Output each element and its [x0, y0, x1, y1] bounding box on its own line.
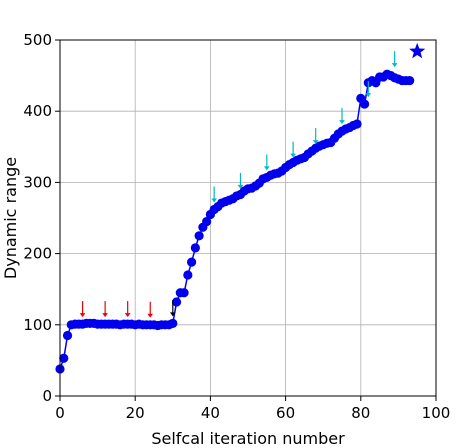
star-marker: [409, 42, 426, 59]
x-tick-label: 20: [126, 404, 145, 422]
arrow-head: [79, 313, 86, 318]
data-point: [179, 288, 189, 298]
annotation-arrow: [102, 301, 108, 318]
annotation-arrow: [290, 141, 296, 158]
data-point: [202, 216, 212, 227]
annotation-arrow: [391, 51, 398, 68]
arrow-head: [237, 184, 244, 189]
plot-area-border: [59, 39, 437, 397]
x-tick-label: 60: [276, 404, 295, 422]
arrow-head: [124, 313, 131, 318]
y-axis-label: Dynamic range: [1, 157, 20, 279]
data-point: [187, 257, 197, 267]
annotation-arrow: [79, 301, 86, 318]
data-point: [405, 75, 415, 86]
annotation-arrow: [339, 108, 345, 125]
y-tick-label: 300: [23, 173, 52, 191]
annotation-arrow: [237, 172, 244, 189]
arrow-head: [147, 313, 154, 318]
arrow-head: [365, 93, 372, 98]
grid: [59, 39, 437, 397]
y-tick-label: 400: [23, 102, 52, 120]
arrow-head: [339, 120, 345, 125]
arrow-head: [312, 140, 319, 145]
x-tick-label: 40: [201, 404, 220, 422]
arrow-head: [102, 313, 108, 318]
data-series: [55, 42, 426, 374]
annotation-arrow: [264, 154, 270, 171]
data-point: [171, 297, 182, 307]
x-tick-label: 0: [55, 404, 65, 422]
plot-frame: [59, 39, 437, 397]
arrow-head: [264, 166, 270, 171]
data-point: [352, 119, 362, 129]
annotation-arrow: [312, 128, 319, 145]
arrow-head: [391, 63, 398, 68]
x-tick-label: 80: [351, 404, 370, 422]
data-point: [59, 353, 69, 363]
data-point: [194, 231, 204, 241]
y-tick-label: 0: [42, 387, 52, 405]
arrow-head: [170, 312, 176, 317]
data-point: [190, 243, 200, 253]
annotation-arrow: [211, 186, 217, 203]
x-axis-label: Selfcal iteration number: [151, 429, 345, 448]
annotation-arrow: [170, 300, 176, 317]
arrow-head: [290, 153, 296, 158]
data-point: [359, 99, 370, 109]
annotation-arrow: [124, 301, 131, 318]
ticks: 0 20 40 60 80 100 0 100 200 300 400 500: [23, 31, 450, 422]
data-point: [62, 330, 73, 341]
annotation-arrow: [147, 301, 154, 318]
data-point: [168, 318, 178, 328]
data-point: [183, 270, 193, 280]
y-tick-label: 200: [23, 245, 52, 263]
y-tick-label: 100: [23, 316, 52, 334]
x-tick-label: 100: [422, 404, 451, 422]
arrow-head: [211, 198, 217, 203]
annotations: [79, 51, 398, 318]
annotation-arrow: [365, 81, 372, 98]
y-tick-label: 500: [23, 31, 52, 49]
